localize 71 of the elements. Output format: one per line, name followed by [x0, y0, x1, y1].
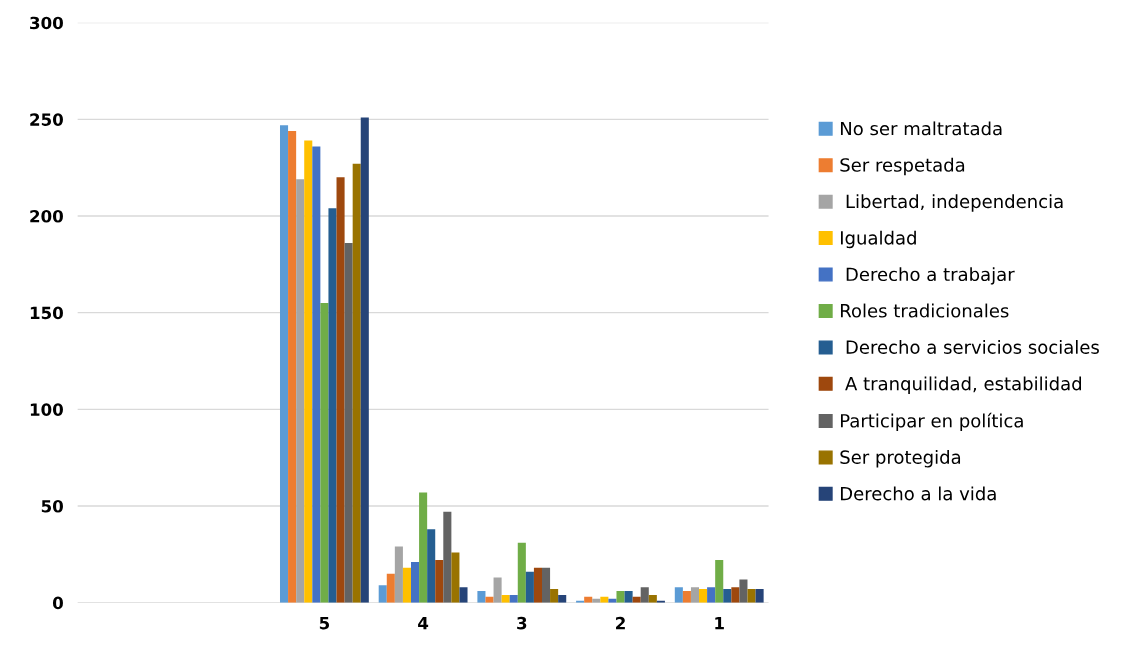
bar [352, 163, 361, 603]
bar [402, 567, 411, 603]
x-tick-label: 2 [616, 616, 625, 630]
y-tick-label: 100 [30, 403, 63, 416]
bar [320, 302, 329, 603]
bar [288, 130, 297, 603]
bar [411, 562, 420, 603]
legend-label: Ser protegida [840, 450, 961, 468]
bar [674, 587, 683, 603]
bar [525, 571, 534, 603]
bar [707, 587, 716, 603]
y-tick-label: 300 [30, 16, 63, 30]
bar [517, 542, 526, 603]
bar [378, 585, 387, 603]
bar [386, 573, 395, 603]
bar [394, 546, 403, 603]
legend-label: A tranquilidad, estabilidad [845, 376, 1081, 394]
legend-label: Derecho a la vida [840, 486, 996, 501]
legend-label: Ser respetada [840, 157, 965, 176]
bar [443, 511, 452, 603]
x-tick-label: 3 [517, 616, 527, 630]
bar [755, 589, 764, 603]
bar [558, 594, 567, 603]
bar [501, 594, 510, 603]
bar [624, 591, 633, 603]
bar [312, 146, 321, 603]
bar [699, 589, 708, 603]
bar [336, 177, 345, 603]
bar [279, 125, 289, 603]
bar [731, 587, 740, 603]
x-tick-label: 5 [319, 617, 330, 630]
bar [304, 140, 313, 603]
legend-label: Derecho a servicios sociales [846, 339, 1099, 354]
bar [459, 587, 468, 603]
x-tick-label: 4 [418, 617, 429, 630]
y-tick-label: 150 [30, 306, 63, 320]
legend-label: Roles tradicionales [840, 303, 1009, 318]
y-tick-label: 0 [52, 596, 63, 610]
y-tick-label: 200 [30, 209, 63, 223]
legend-label: Participar en política [840, 412, 1023, 432]
bar [509, 594, 518, 603]
legend-label: Libertad, independencia [846, 194, 1063, 212]
legend-label: No ser maltratada [840, 121, 1002, 136]
bar [690, 587, 700, 603]
y-tick-label: 50 [41, 499, 63, 513]
bar [616, 591, 625, 603]
bar [648, 594, 657, 603]
bar [485, 596, 494, 603]
bar [640, 587, 649, 603]
bar [328, 208, 337, 603]
y-tick-label: 250 [30, 113, 63, 126]
bar [747, 589, 756, 603]
x-tick-label: 1 [715, 617, 724, 630]
bar [435, 560, 444, 603]
bar [533, 567, 542, 603]
legend-label: Igualdad [840, 230, 916, 249]
bar [550, 589, 559, 603]
bar [344, 243, 353, 603]
bar [723, 589, 732, 603]
bar [419, 492, 428, 603]
bar [493, 577, 502, 603]
bar [682, 591, 691, 603]
bar [542, 567, 551, 603]
bar [715, 560, 724, 603]
bar [739, 579, 748, 603]
bar [427, 529, 436, 603]
bar [477, 591, 486, 603]
bar [360, 117, 369, 603]
bar [296, 179, 305, 603]
bar [451, 552, 460, 603]
legend-label: Derecho a trabajar [846, 267, 1015, 285]
